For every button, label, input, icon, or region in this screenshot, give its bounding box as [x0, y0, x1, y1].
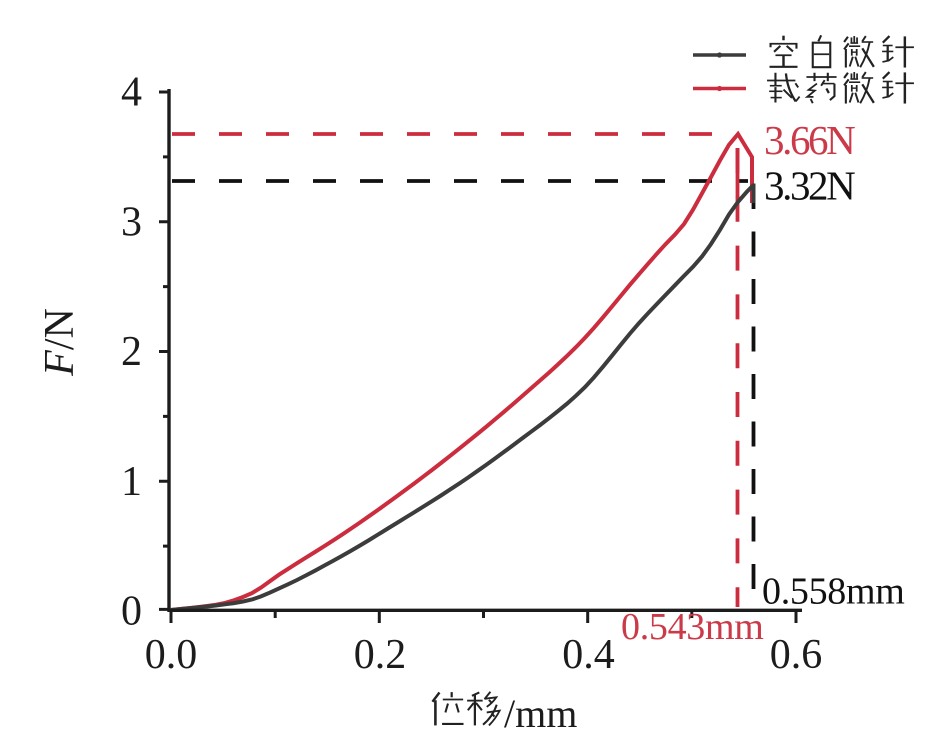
svg-text:3.66N: 3.66N — [764, 117, 855, 163]
svg-text:/mm: /mm — [504, 691, 577, 736]
svg-text:0.543mm: 0.543mm — [621, 606, 764, 648]
svg-text:0.0: 0.0 — [145, 632, 198, 678]
svg-text:0.4: 0.4 — [562, 632, 615, 678]
svg-text:0.558mm: 0.558mm — [762, 571, 905, 613]
svg-text:1: 1 — [121, 459, 142, 505]
svg-text:0.2: 0.2 — [354, 632, 407, 678]
svg-text:0.6: 0.6 — [770, 632, 823, 678]
svg-text:2: 2 — [121, 329, 142, 375]
svg-text:3.32N: 3.32N — [764, 163, 855, 209]
svg-text:0: 0 — [121, 589, 142, 635]
svg-text:4: 4 — [121, 70, 142, 116]
svg-text:F/N: F/N — [37, 308, 83, 377]
svg-text:3: 3 — [121, 199, 142, 245]
